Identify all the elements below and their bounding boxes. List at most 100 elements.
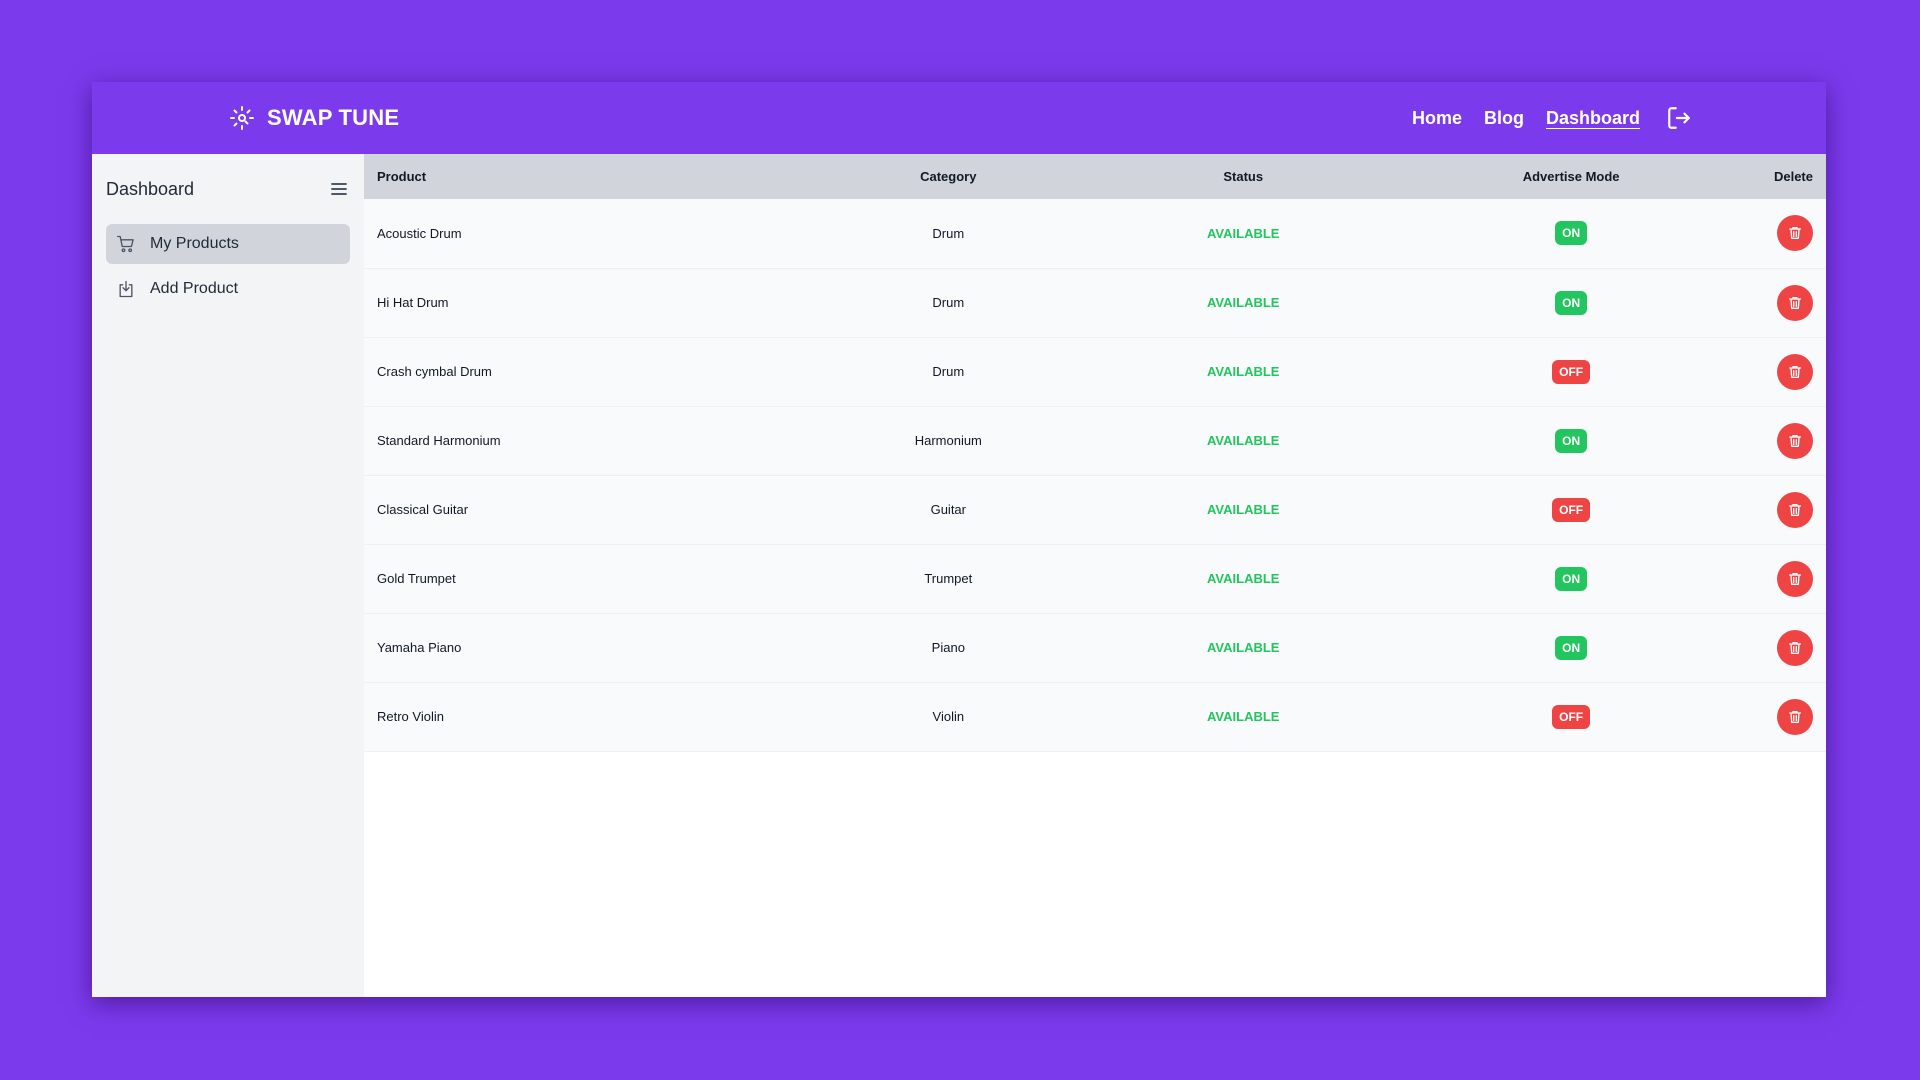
- product-name: Crash cymbal Drum: [377, 364, 492, 379]
- sidebar-header: Dashboard: [92, 154, 364, 224]
- status-badge: AVAILABLE: [1207, 502, 1280, 517]
- delete-button[interactable]: [1777, 698, 1813, 735]
- delete-button[interactable]: [1777, 491, 1813, 528]
- trash-icon: [1787, 225, 1803, 241]
- column-header-status: Status: [1223, 169, 1264, 184]
- status-badge: AVAILABLE: [1207, 709, 1280, 724]
- add-product-icon: [116, 279, 136, 299]
- advertise-toggle-button[interactable]: OFF: [1552, 704, 1591, 729]
- delete-cell: [1761, 406, 1826, 475]
- nav-link-home[interactable]: Home: [1411, 107, 1462, 128]
- brand[interactable]: SWAP TUNE: [228, 82, 399, 154]
- advertise-mode-cell: OFF: [1381, 337, 1761, 406]
- status-cell: AVAILABLE: [1105, 544, 1381, 613]
- advertise-mode-cell: OFF: [1381, 682, 1761, 751]
- product-name: Hi Hat Drum: [377, 295, 449, 310]
- product-category: Trumpet: [924, 571, 973, 586]
- table-row: Acoustic Drum Drum AVAILABLE ON: [364, 199, 1826, 268]
- status-badge: AVAILABLE: [1207, 225, 1280, 241]
- advertise-toggle-button[interactable]: ON: [1555, 290, 1588, 315]
- trash-icon: [1787, 433, 1803, 449]
- status-cell: AVAILABLE: [1105, 337, 1381, 406]
- nav-links: Home Blog Dashboard: [1412, 82, 1692, 154]
- status-cell: AVAILABLE: [1105, 475, 1381, 544]
- sidebar-item-my-products[interactable]: My Products: [106, 224, 350, 264]
- product-category: Guitar: [930, 502, 966, 517]
- main-panel: Product Category Status Advertise Mode D…: [364, 154, 1826, 997]
- nav-link-dashboard[interactable]: Dashboard: [1545, 107, 1640, 128]
- advertise-mode-cell: ON: [1381, 268, 1761, 337]
- delete-button[interactable]: [1777, 215, 1813, 252]
- trash-icon: [1787, 364, 1803, 380]
- app-window: SWAP TUNE Home Blog Dashboard Dashboard: [92, 82, 1826, 997]
- advertise-mode-cell: ON: [1381, 199, 1761, 268]
- delete-cell: [1761, 268, 1826, 337]
- status-cell: AVAILABLE: [1105, 613, 1381, 682]
- content: Dashboard My Products: [92, 154, 1826, 997]
- advertise-toggle-button[interactable]: OFF: [1552, 359, 1591, 384]
- delete-cell: [1761, 613, 1826, 682]
- status-cell: AVAILABLE: [1105, 199, 1381, 268]
- table-row: Yamaha Piano Piano AVAILABLE ON: [364, 613, 1826, 682]
- sidebar: Dashboard My Products: [92, 154, 364, 997]
- delete-cell: [1761, 544, 1826, 613]
- advertise-toggle-button[interactable]: ON: [1555, 635, 1588, 660]
- menu-icon[interactable]: [328, 178, 350, 200]
- delete-cell: [1761, 682, 1826, 751]
- cart-icon: [116, 234, 136, 254]
- trash-icon: [1787, 709, 1803, 725]
- product-category: Piano: [931, 640, 965, 655]
- product-category: Drum: [932, 295, 965, 310]
- product-name: Gold Trumpet: [377, 571, 456, 586]
- advertise-mode-cell: ON: [1381, 544, 1761, 613]
- table-row: Standard Harmonium Harmonium AVAILABLE ON: [364, 406, 1826, 475]
- sidebar-item-label: Add Product: [150, 280, 239, 297]
- product-name: Acoustic Drum: [377, 225, 462, 241]
- nav-link-blog[interactable]: Blog: [1483, 107, 1524, 128]
- trash-icon: [1787, 295, 1803, 311]
- column-header-category: Category: [920, 169, 977, 184]
- delete-button[interactable]: [1777, 422, 1813, 459]
- table-row: Retro Violin Violin AVAILABLE OFF: [364, 682, 1826, 751]
- delete-button[interactable]: [1777, 560, 1813, 597]
- product-category: Violin: [932, 709, 965, 724]
- trash-icon: [1787, 502, 1803, 518]
- column-header-advertise-mode: Advertise Mode: [1522, 169, 1620, 184]
- sidebar-item-label: My Products: [150, 235, 239, 252]
- table-row: Classical Guitar Guitar AVAILABLE OFF: [364, 475, 1826, 544]
- status-cell: AVAILABLE: [1105, 406, 1381, 475]
- products-table: Product Category Status Advertise Mode D…: [364, 154, 1826, 752]
- column-header-delete: Delete: [1773, 169, 1813, 184]
- advertise-toggle-button[interactable]: ON: [1555, 566, 1588, 591]
- status-badge: AVAILABLE: [1207, 433, 1280, 448]
- status-badge: AVAILABLE: [1207, 640, 1280, 655]
- product-name: Yamaha Piano: [377, 640, 462, 655]
- table-header-row: Product Category Status Advertise Mode D…: [364, 154, 1826, 199]
- product-category: Drum: [932, 364, 965, 379]
- delete-button[interactable]: [1777, 284, 1813, 321]
- brand-name: SWAP TUNE: [267, 105, 400, 130]
- advertise-mode-cell: ON: [1381, 406, 1761, 475]
- sidebar-item-add-product[interactable]: Add Product: [106, 269, 350, 309]
- status-cell: AVAILABLE: [1105, 268, 1381, 337]
- advertise-mode-cell: OFF: [1381, 475, 1761, 544]
- table-row: Gold Trumpet Trumpet AVAILABLE ON: [364, 544, 1826, 613]
- advertise-toggle-button[interactable]: OFF: [1552, 497, 1591, 522]
- sidebar-title: Dashboard: [106, 178, 195, 199]
- trash-icon: [1787, 640, 1803, 656]
- product-name: Retro Violin: [377, 709, 444, 724]
- status-badge: AVAILABLE: [1207, 295, 1280, 310]
- delete-cell: [1761, 199, 1826, 268]
- product-category: Drum: [932, 225, 965, 241]
- product-name: Standard Harmonium: [377, 433, 501, 448]
- product-name: Classical Guitar: [377, 502, 469, 517]
- table-body: Acoustic Drum Drum AVAILABLE ON Hi Hat Drum D…: [364, 199, 1826, 751]
- delete-button[interactable]: [1777, 629, 1813, 666]
- logout-icon[interactable]: [1666, 105, 1692, 131]
- delete-button[interactable]: [1777, 353, 1813, 390]
- advertise-toggle-button[interactable]: ON: [1555, 428, 1588, 453]
- advertise-toggle-button[interactable]: ON: [1555, 221, 1588, 246]
- status-badge: AVAILABLE: [1207, 364, 1280, 379]
- table-row: Hi Hat Drum Drum AVAILABLE ON: [364, 268, 1826, 337]
- trash-icon: [1787, 571, 1803, 587]
